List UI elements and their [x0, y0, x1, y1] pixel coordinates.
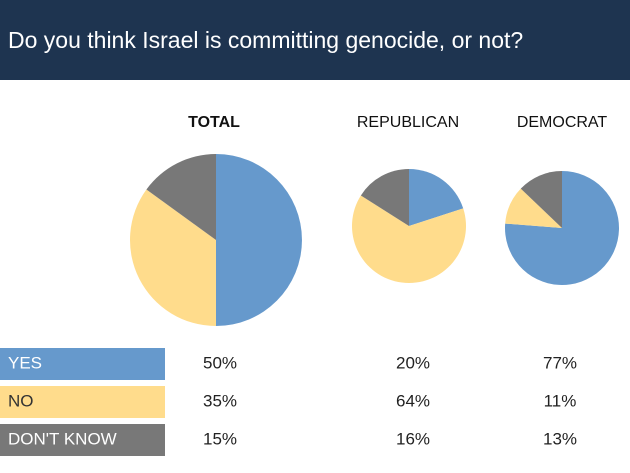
value-label: 20% — [396, 353, 430, 372]
value-label: 50% — [203, 353, 237, 372]
value-label: 15% — [203, 429, 237, 448]
pie-slice — [216, 154, 302, 326]
legend-swatch — [0, 386, 165, 418]
pie-slice — [409, 169, 464, 226]
value-label: 11% — [544, 391, 577, 410]
pie-slice — [130, 189, 216, 326]
value-label: 13% — [543, 429, 577, 448]
legend-label: DON'T KNOW — [8, 429, 117, 448]
legend-label: NO — [8, 391, 34, 410]
chart-title: Do you think Israel is committing genoci… — [8, 27, 523, 53]
legend-swatch — [0, 348, 165, 380]
value-label: 77% — [543, 353, 577, 372]
legend-label: YES — [8, 353, 42, 372]
pie-slice — [520, 171, 562, 228]
pie-heading: DEMOCRAT — [517, 114, 608, 131]
title-banner — [0, 0, 630, 80]
pie-slice — [146, 154, 216, 240]
legend-swatch — [0, 424, 165, 456]
pie-heading: REPUBLICAN — [357, 114, 459, 131]
value-label: 35% — [203, 391, 237, 410]
pie-slice — [352, 195, 466, 283]
pie-heading: TOTAL — [188, 114, 240, 131]
pie-slice — [360, 169, 409, 226]
pie-slice — [505, 188, 562, 228]
value-label: 16% — [396, 429, 430, 448]
value-label: 64% — [396, 391, 430, 410]
